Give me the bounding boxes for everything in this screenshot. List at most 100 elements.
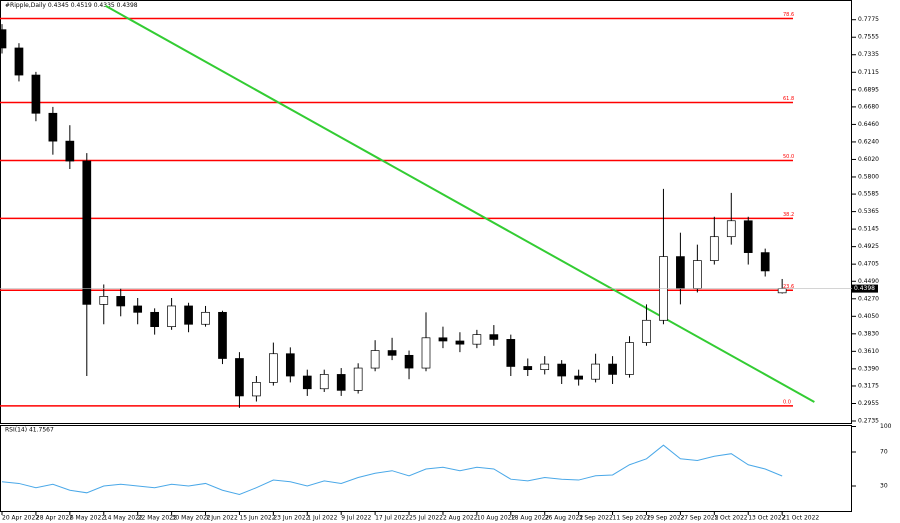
y-tick-label: 0.5800 [858,173,879,180]
candle-body [302,375,312,390]
symbol: #Ripple,Daily [5,2,46,9]
candle-body [0,29,7,49]
candle-body [269,353,278,383]
x-tick-label: 5 Oct 2022 [714,515,747,522]
candle-body [404,354,414,369]
candle-body [370,350,380,369]
fib-label: 78.6 [783,12,794,18]
price-header: #Ripple,Daily 0.4345 0.4519 0.4335 0.439… [5,2,138,9]
candle-body [693,260,702,289]
y-tick-label: 0.6460 [858,121,879,128]
rsi-frame [0,425,852,512]
candle-body [48,112,58,142]
price-label: 0.4398 [854,285,875,292]
y-tick-label: 0.7555 [858,34,879,41]
candle-body [65,140,75,162]
y-tick-label: 100 [880,423,892,430]
fib-label: 23.6 [783,284,794,290]
x-tick-label: 19 Sep 2022 [646,515,684,522]
candle-body [184,305,193,325]
candle-body [353,367,363,391]
high: 0.4519 [71,2,92,9]
open: 0.4345 [48,2,69,9]
y-tick-label: 0.2955 [858,400,879,407]
candle-body [14,47,24,76]
x-tick-label: 11 Sep 2022 [613,515,651,522]
fib-label: 61.8 [783,96,794,102]
y-tick-label: 0.7775 [858,16,879,23]
candle-body [252,382,261,397]
x-tick-label: 6 May 2022 [70,515,105,522]
fib-label: 50.0 [783,154,794,160]
candle-body [591,363,600,380]
x-tick-label: 30 May 2022 [172,515,211,522]
candle-body [574,375,583,380]
candle-body [438,337,448,342]
y-tick-label: 0.6020 [858,156,879,163]
x-tick-label: 3 Sep 2022 [579,515,613,522]
candle-body [625,342,634,375]
x-tick-label: 7 Jun 2022 [206,515,238,522]
candle-body [777,288,787,294]
y-tick-label: 0.3390 [858,365,879,372]
x-tick-label: 9 Jul 2022 [341,515,371,522]
x-tick-label: 15 Jun 2022 [239,515,275,522]
candle-body [472,334,482,345]
x-tick-label: 18 Aug 2022 [511,515,550,522]
candle-body [31,74,41,114]
x-tick-label: 13 Oct 2022 [748,515,785,522]
candle-body [201,311,210,325]
x-tick-label: 2 Aug 2022 [443,515,478,522]
y-tick-label: 0.4490 [858,278,879,285]
trendline [104,4,815,403]
fib-label: 0.0 [783,399,791,405]
x-tick-label: 26 Aug 2022 [545,515,584,522]
y-tick-label: 0.5585 [858,191,879,198]
y-tick-label: 30 [880,483,888,490]
candle-body [82,160,92,305]
y-tick-label: 0.2735 [858,418,879,425]
candle-body [523,366,533,371]
candle-body [642,319,651,343]
candle-body [235,358,244,397]
y-tick-label: 0.7115 [858,69,879,76]
x-tick-label: 17 Jul 2022 [375,515,409,522]
candle-body [455,340,465,345]
candle-body [743,220,753,253]
price-box [852,284,878,293]
x-tick-label: 14 May 2022 [104,515,143,522]
price-frame [0,0,852,424]
candle-body [726,220,736,238]
x-tick-label: 23 Jun 2022 [273,515,309,522]
candle-body [709,236,719,261]
x-tick-label: 10 Aug 2022 [477,515,516,522]
candle-body [760,252,770,272]
x-tick-label: 20 Apr 2022 [2,515,39,522]
candle-body [608,363,617,375]
candle-body [150,311,159,328]
candle-body [167,305,176,328]
y-tick-label: 0.6680 [858,103,879,110]
low: 0.4335 [94,2,115,9]
y-tick-label: 70 [880,449,888,456]
candle-body [116,296,126,307]
y-tick-label: 0.5145 [858,226,879,233]
y-tick-label: 0.3175 [858,382,879,389]
candle-body [336,374,346,391]
candle-body [319,374,329,390]
y-tick-label: 0.4925 [858,243,879,250]
rsi-line [1,444,783,496]
candle-body [99,296,109,305]
x-tick-label: 28 Apr 2022 [36,515,73,522]
candle-body [489,334,499,340]
y-tick-label: 0.4050 [858,313,879,320]
y-tick-label: 0.5365 [858,208,879,215]
y-tick-label: 0.3610 [858,348,879,355]
candle-body [133,305,143,313]
x-tick-label: 21 Oct 2022 [782,515,819,522]
candle-body [285,353,295,377]
close: 0.4398 [117,2,138,9]
y-tick-label: 0.6895 [858,86,879,93]
x-tick-label: 27 Sep 2022 [680,515,718,522]
